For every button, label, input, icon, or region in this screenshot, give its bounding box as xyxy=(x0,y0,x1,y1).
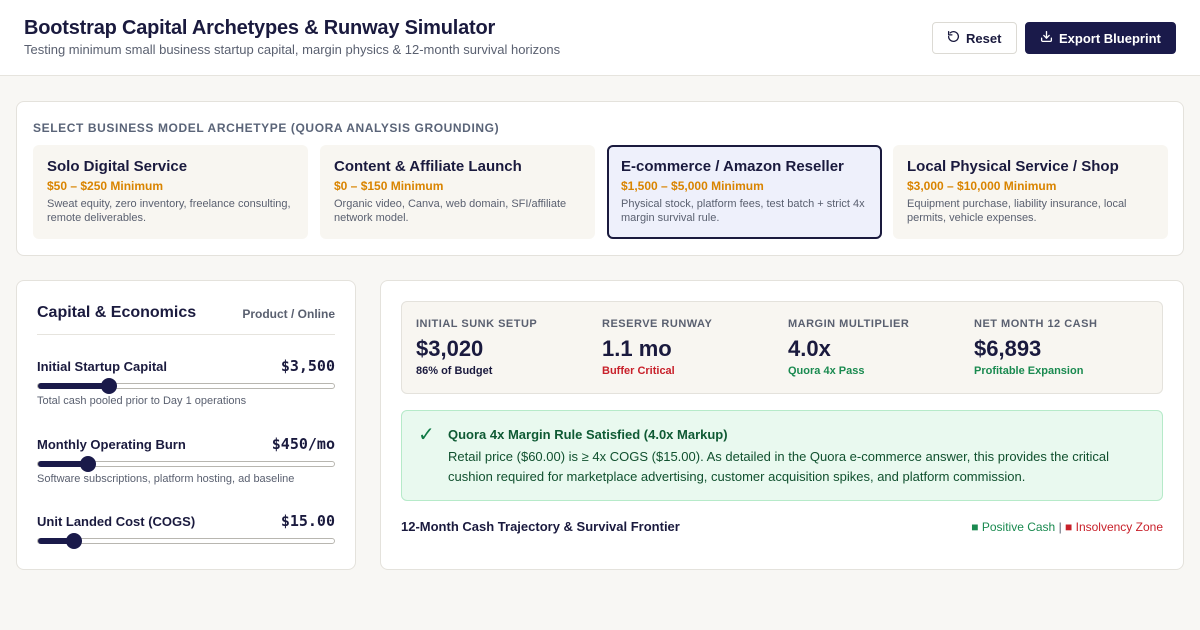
tile-description: Sweat equity, zero inventory, freelance … xyxy=(47,198,291,224)
kpi-value: 1.1 mo xyxy=(602,336,672,361)
kpi-status: Buffer Critical xyxy=(602,365,675,377)
kpi-label: INITIAL SUNK SETUP xyxy=(416,318,538,330)
unit-cogs-slider[interactable] xyxy=(37,533,335,549)
kpi-value: 4.0x xyxy=(788,336,831,361)
kpi-value: $3,020 xyxy=(416,336,484,361)
slider-fill xyxy=(38,461,89,467)
trajectory-legend: ■ Positive Cash | ■ Insolvency Zone xyxy=(971,520,1163,534)
archetype-tile-ecommerce[interactable]: E-commerce / Amazon Reseller $1,500 – $5… xyxy=(607,145,882,239)
kpi-label: NET MONTH 12 CASH xyxy=(974,318,1098,330)
field-label: Initial Startup Capital xyxy=(37,359,168,374)
rule-title: Quora 4x Margin Rule Satisfied (4.0x Mar… xyxy=(448,427,728,442)
field-value: $450/mo xyxy=(271,435,335,453)
rule-text: Retail price ($60.00) is ≥ 4x COGS ($15.… xyxy=(448,449,1110,484)
slider-fill xyxy=(38,383,110,389)
download-icon xyxy=(1040,30,1053,46)
archetype-tile-local-physical[interactable]: Local Physical Service / Shop $3,000 – $… xyxy=(893,145,1168,239)
rotate-ccw-icon xyxy=(947,30,960,46)
startup-capital-slider[interactable] xyxy=(37,378,335,394)
kpi-value: $6,893 xyxy=(974,336,1042,361)
field-value: $3,500 xyxy=(280,357,335,375)
tile-price: $50 – $250 Minimum xyxy=(47,179,164,193)
tile-title: Content & Affiliate Launch xyxy=(334,158,522,175)
kpi-status: Quora 4x Pass xyxy=(788,365,865,377)
field-label: Monthly Operating Burn xyxy=(37,437,186,452)
app-subtitle: Testing minimum small business startup c… xyxy=(24,42,561,57)
kpi-status: Profitable Expansion xyxy=(974,365,1084,377)
archetype-tile-solo-digital[interactable]: Solo Digital Service $50 – $250 Minimum … xyxy=(33,145,308,239)
tile-title: E-commerce / Amazon Reseller xyxy=(621,158,844,175)
tile-description: Equipment purchase, liability insurance,… xyxy=(907,198,1127,224)
top-bar: Bootstrap Capital Archetypes & Runway Si… xyxy=(0,0,1200,76)
archetype-section-label: SELECT BUSINESS MODEL ARCHETYPE (QUORA A… xyxy=(33,121,500,135)
legend-positive-cash: ■ Positive Cash xyxy=(971,520,1056,534)
export-blueprint-button[interactable]: Export Blueprint xyxy=(1025,22,1176,54)
kpi-summary: INITIAL SUNK SETUP $3,020 86% of Budget … xyxy=(401,301,1163,394)
slider-thumb[interactable] xyxy=(80,456,97,472)
kpi-status: 86% of Budget xyxy=(416,365,493,377)
check-icon: ✓ xyxy=(418,424,435,446)
tile-title: Local Physical Service / Shop xyxy=(907,158,1119,175)
trajectory-title: 12-Month Cash Trajectory & Survival Fron… xyxy=(401,519,680,534)
legend-insolvency-zone: ■ Insolvency Zone xyxy=(1065,520,1163,534)
tile-description: Organic video, Canva, web domain, SFI/af… xyxy=(334,198,567,224)
field-label: Unit Landed Cost (COGS) xyxy=(37,514,196,529)
margin-rule-alert: ✓ Quora 4x Margin Rule Satisfied (4.0x M… xyxy=(401,410,1163,501)
field-help: Total cash pooled prior to Day 1 operati… xyxy=(37,395,247,407)
tile-price: $0 – $150 Minimum xyxy=(334,179,444,193)
results-panel: INITIAL SUNK SETUP $3,020 86% of Budget … xyxy=(380,280,1184,570)
reset-button[interactable]: Reset xyxy=(932,22,1017,54)
capital-economics-panel: Capital & Economics Product / Online Ini… xyxy=(16,280,356,570)
slider-thumb[interactable] xyxy=(101,378,118,394)
tile-price: $1,500 – $5,000 Minimum xyxy=(621,179,764,193)
field-value: $15.00 xyxy=(280,512,335,530)
divider xyxy=(37,334,335,335)
tile-title: Solo Digital Service xyxy=(47,158,188,175)
legend-separator: | xyxy=(1058,520,1062,534)
panel-title: Capital & Economics xyxy=(37,304,197,321)
tile-price: $3,000 – $10,000 Minimum xyxy=(907,179,1057,193)
field-help: Software subscriptions, platform hosting… xyxy=(37,473,295,485)
reset-button-label: Reset xyxy=(966,30,1002,46)
app-title: Bootstrap Capital Archetypes & Runway Si… xyxy=(24,17,496,39)
slider-fill xyxy=(38,538,74,544)
monthly-burn-slider[interactable] xyxy=(37,456,335,472)
slider-thumb[interactable] xyxy=(65,533,82,549)
kpi-label: RESERVE RUNWAY xyxy=(602,318,713,330)
export-button-label: Export Blueprint xyxy=(1059,30,1161,46)
tile-description: Physical stock, platform fees, test batc… xyxy=(621,198,865,224)
kpi-label: MARGIN MULTIPLIER xyxy=(788,318,910,330)
archetype-tile-content-affiliate[interactable]: Content & Affiliate Launch $0 – $150 Min… xyxy=(320,145,595,239)
model-type-tag: Product / Online xyxy=(242,307,335,321)
archetype-panel: SELECT BUSINESS MODEL ARCHETYPE (QUORA A… xyxy=(16,101,1184,256)
